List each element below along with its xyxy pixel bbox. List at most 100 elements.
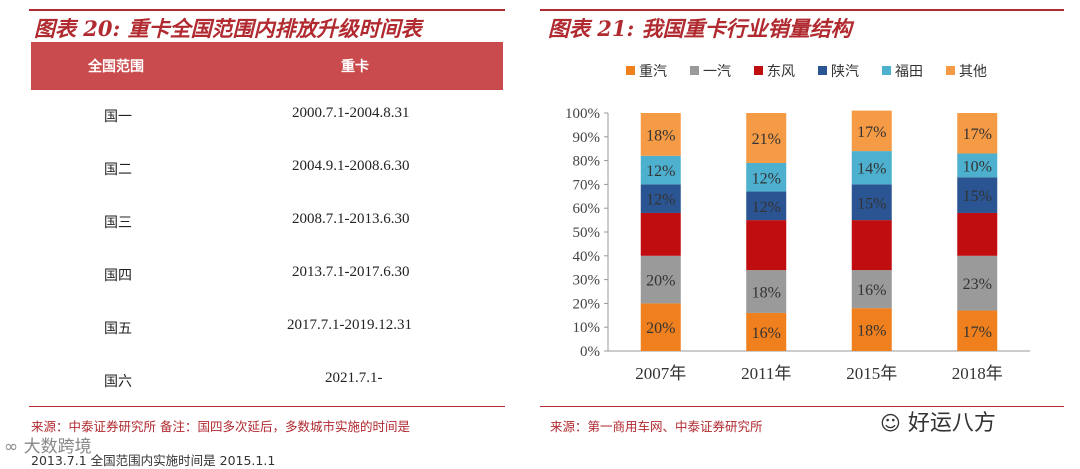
bar-segment	[957, 212, 998, 256]
header-truck: 重卡	[341, 59, 369, 75]
legend-label: 其他	[959, 64, 987, 80]
y-tick-label: 30%	[573, 273, 601, 289]
bar-segment	[640, 212, 681, 256]
y-tick-label: 10%	[573, 320, 601, 336]
y-tick-label: 80%	[573, 154, 601, 170]
bar-segment	[746, 191, 787, 221]
row-scope: 国六	[104, 374, 132, 390]
y-tick-label: 90%	[573, 130, 601, 146]
wechat-watermark: ☺ 好运八方	[880, 405, 996, 437]
left-source: 来源：中泰证券研究所 备注：国四多次延后，多数城市实施的时间是	[31, 419, 410, 434]
right-source: 来源：第一商用车网、中泰证券研究所	[550, 419, 763, 434]
bar-segment	[640, 303, 681, 351]
corner-watermark-text: 大数跨境	[23, 437, 92, 457]
legend-swatch	[690, 66, 699, 75]
data-label: 12%	[752, 170, 781, 187]
bar-segment	[746, 270, 787, 313]
legend-label: 陕汽	[831, 64, 859, 80]
data-label: 18%	[646, 127, 675, 144]
bar-segment	[851, 220, 892, 271]
row-scope: 国一	[104, 109, 132, 125]
right-bottom-rule	[540, 406, 1064, 407]
left-title: 图表 20: 重卡全国范围内排放升级时间表	[34, 16, 422, 41]
x-tick-label: 2015年	[846, 364, 897, 383]
legend-swatch	[882, 66, 891, 75]
legend-label: 福田	[895, 64, 923, 80]
row-scope: 国四	[104, 268, 132, 284]
bar-segment	[957, 177, 998, 213]
row-range: 2000.7.1-2004.8.31	[292, 105, 410, 121]
x-tick-label: 2007年	[635, 364, 686, 383]
corner-watermark: ∞ 大数跨境	[4, 432, 92, 457]
y-tick-label: 100%	[565, 106, 600, 122]
y-tick-label: 0%	[580, 344, 600, 360]
y-tick-label: 20%	[573, 296, 601, 312]
table-header: 全国范围 重卡	[31, 42, 503, 90]
left-bottom-rule	[29, 406, 505, 407]
data-label: 18%	[752, 285, 781, 302]
data-label: 14%	[857, 161, 886, 178]
legend-label: 重汽	[639, 64, 667, 80]
header-scope: 全国范围	[88, 59, 144, 75]
row-range: 2008.7.1-2013.6.30	[292, 211, 410, 227]
y-tick-label: 70%	[573, 177, 601, 193]
y-tick-label: 60%	[573, 201, 601, 217]
bar-segment	[851, 184, 892, 221]
bar-segment	[746, 220, 787, 271]
bar-segment	[957, 310, 998, 351]
bar-segment	[640, 113, 681, 156]
y-tick-label: 40%	[573, 249, 601, 265]
row-range: 2013.7.1-2017.6.30	[292, 264, 410, 280]
bar-segment	[746, 312, 787, 351]
bar-segment	[640, 155, 681, 185]
data-label: 18%	[857, 323, 886, 340]
x-tick-label: 2018年	[952, 364, 1003, 383]
left-top-rule	[29, 9, 505, 11]
data-label: 23%	[963, 276, 992, 293]
bar-segment	[640, 184, 681, 213]
data-label: 16%	[752, 325, 781, 342]
right-top-rule	[540, 9, 1064, 11]
legend-label: 东风	[767, 64, 795, 80]
data-label: 10%	[963, 158, 992, 175]
bar-segment	[851, 151, 892, 185]
row-scope: 国五	[104, 321, 132, 337]
legend-swatch	[946, 66, 955, 75]
row-range: 2004.9.1-2008.6.30	[292, 158, 410, 174]
y-tick-label: 50%	[573, 225, 601, 241]
bar-segment	[746, 113, 787, 163]
data-label: 12%	[646, 163, 675, 180]
right-title: 图表 21: 我国重卡行业销量结构	[548, 16, 852, 41]
data-label: 21%	[752, 131, 781, 148]
data-label: 15%	[857, 195, 886, 212]
watermark-text: 好运八方	[907, 411, 996, 436]
data-label: 16%	[857, 282, 886, 299]
row-scope: 国二	[104, 162, 132, 178]
bar-segment	[851, 308, 892, 351]
row-range: 2021.7.1-	[325, 370, 383, 386]
data-label: 12%	[752, 199, 781, 216]
link-icon: ∞	[4, 437, 19, 457]
data-label: 12%	[646, 192, 675, 209]
legend-swatch	[626, 66, 635, 75]
data-label: 15%	[963, 188, 992, 205]
row-scope: 国三	[104, 215, 132, 231]
data-label: 20%	[646, 320, 675, 337]
data-label: 17%	[963, 126, 992, 143]
bar-segment	[851, 270, 892, 309]
bar-segment	[851, 110, 892, 152]
bar-segment	[746, 162, 787, 192]
legend-swatch	[754, 66, 763, 75]
wechat-icon: ☺	[880, 411, 901, 435]
data-label: 17%	[963, 324, 992, 341]
bar-segment	[640, 255, 681, 304]
bar-segment	[957, 113, 998, 154]
left-note: 2013.7.1 全国范围内实施时间是 2015.1.1	[31, 453, 276, 468]
data-label: 17%	[857, 124, 886, 141]
bar-segment	[957, 153, 998, 178]
row-range: 2017.7.1-2019.12.31	[287, 317, 412, 333]
legend-label: 一汽	[703, 64, 731, 80]
x-tick-label: 2011年	[741, 364, 791, 383]
data-label: 20%	[646, 273, 675, 290]
